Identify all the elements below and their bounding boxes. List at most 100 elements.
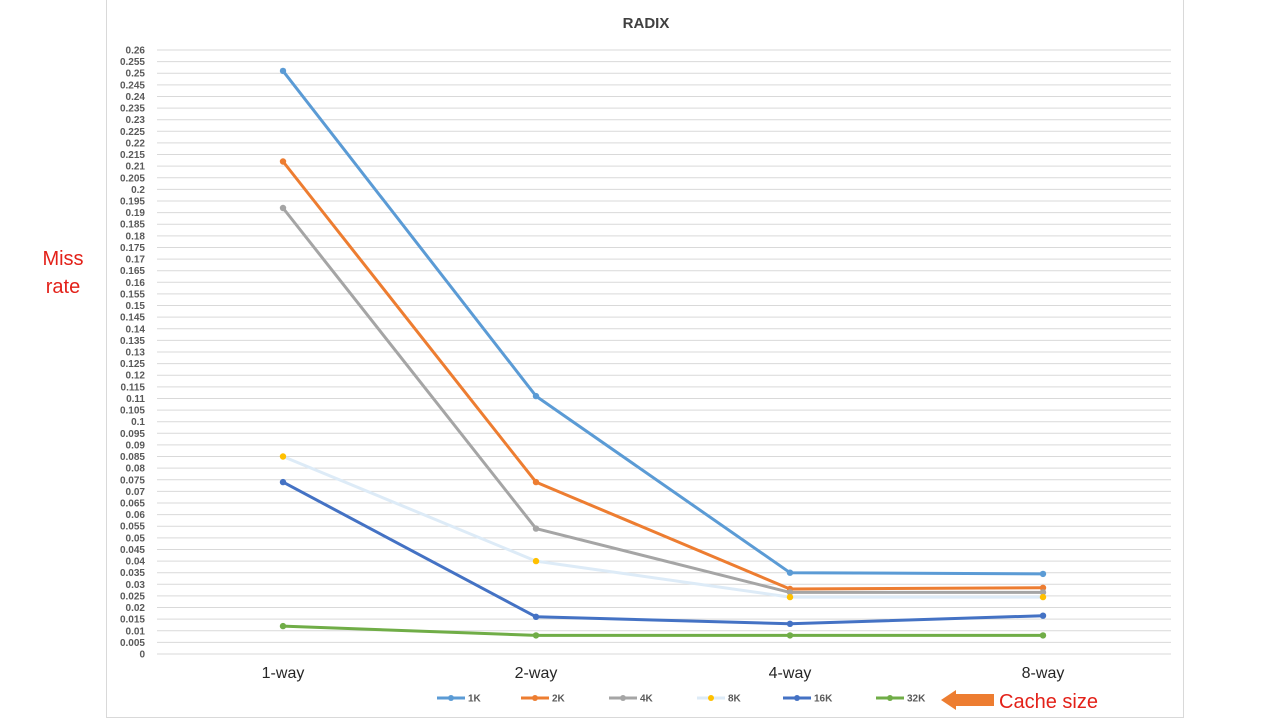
data-point: [532, 613, 540, 620]
legend-item-2k: 2K: [521, 694, 566, 705]
y-tick-label: 0.065: [120, 499, 145, 510]
legend-marker: [620, 695, 626, 701]
data-point: [279, 478, 287, 486]
y-tick-label: 0.01: [126, 626, 146, 637]
legend-item-8k: 8K: [697, 694, 742, 705]
series-4k: [279, 204, 1047, 596]
side-label-line1: Miss: [42, 248, 84, 270]
y-tick-label: 0.13: [126, 348, 146, 359]
y-tick-label: 0.08: [126, 464, 146, 475]
data-point: [786, 569, 794, 576]
series-line-8k: [281, 455, 1045, 599]
data-point: [279, 453, 287, 460]
data-point: [532, 478, 540, 486]
y-tick-label: 0.105: [120, 406, 145, 417]
data-point: [786, 620, 794, 627]
data-point: [1039, 593, 1047, 601]
line-chart: RADIX 00.0050.010.0150.020.0250.030.0350…: [120, 15, 1171, 713]
data-point: [279, 67, 287, 75]
legend-label: 32K: [907, 694, 926, 705]
x-tick-label: 4-way: [769, 665, 812, 682]
y-tick-label: 0.075: [120, 475, 145, 486]
series-line-2k: [281, 160, 1045, 591]
y-tick-label: 0.165: [120, 266, 145, 277]
legend-label: 2K: [552, 694, 566, 705]
y-tick-label: 0.24: [126, 92, 146, 103]
y-tick-label: 0.11: [126, 394, 145, 405]
y-tick-label: 0.015: [120, 615, 145, 626]
left-arrow-icon: [941, 690, 994, 710]
legend-label: 8K: [728, 694, 742, 705]
y-tick-label: 0.02: [126, 603, 146, 614]
y-tick-label: 0.21: [126, 162, 146, 173]
y-tick-label: 0.175: [120, 243, 145, 254]
y-tick-label: 0.045: [120, 545, 145, 556]
data-point: [532, 392, 540, 400]
data-point: [1039, 612, 1047, 619]
y-axis-side-label: Miss rate: [30, 245, 96, 301]
y-tick-label: 0.14: [126, 324, 146, 335]
y-tick-label: 0.03: [126, 580, 146, 591]
y-tick-label: 0.04: [126, 557, 146, 568]
y-tick-label: 0.225: [120, 127, 145, 138]
data-point: [1039, 570, 1047, 578]
legend-item-4k: 4K: [609, 694, 654, 705]
y-tick-label: 0.05: [126, 533, 146, 544]
series-8k: [279, 453, 1047, 601]
data-point: [786, 593, 794, 601]
data-point: [279, 622, 287, 630]
y-tick-label: 0.195: [120, 197, 145, 208]
y-tick-label: 0.19: [126, 208, 146, 219]
y-tick-label: 0.12: [126, 371, 146, 382]
series-32k: [279, 622, 1047, 639]
data-point: [279, 158, 287, 165]
y-tick-label: 0.155: [120, 289, 145, 300]
y-tick-label: 0.035: [120, 568, 145, 579]
y-tick-label: 0.26: [126, 46, 146, 57]
legend-label: 4K: [640, 694, 654, 705]
series-line-16k: [281, 480, 1045, 626]
data-point: [1039, 589, 1047, 596]
y-tick-label: 0.22: [126, 138, 146, 149]
y-tick-label: 0.1: [131, 417, 145, 428]
y-tick-label: 0.115: [121, 382, 146, 393]
chart-area: RADIX 0 0.005 0.01 0.015 0.02 0.025 0.03 0.035 0…: [106, 0, 1184, 718]
y-tick-label: 0.205: [120, 173, 145, 184]
x-tick-label: 2-way: [515, 665, 558, 682]
chart-title: RADIX: [623, 15, 670, 32]
y-tick-label: 0.055: [120, 522, 145, 533]
x-axis-ticks: 1-way 2-way 4-way 8-way: [262, 665, 1065, 682]
y-tick-label: 0.095: [120, 429, 145, 440]
cache-size-annotation: Cache size: [941, 690, 1098, 713]
y-tick-label: 0.07: [126, 487, 146, 498]
legend-item-32k: 32K: [876, 694, 926, 705]
y-tick-label: 0.17: [126, 255, 146, 266]
y-tick-label: 0.06: [126, 510, 146, 521]
legend-item-1k: 1K: [437, 694, 482, 705]
legend-marker: [708, 695, 714, 701]
y-tick-label: 0.185: [120, 220, 145, 231]
y-tick-label: 0.025: [120, 591, 145, 602]
legend-label: 16K: [814, 694, 833, 705]
y-tick-label: 0.15: [126, 301, 146, 312]
data-point: [532, 525, 540, 532]
y-tick-label: 0.085: [120, 452, 145, 463]
y-tick-label: 0.09: [126, 440, 146, 451]
y-tick-label: 0.18: [126, 231, 146, 242]
y-tick-label: 0.215: [120, 150, 145, 161]
y-tick-label: 0.005: [120, 638, 145, 649]
y-axis-ticks: 00.0050.010.0150.020.0250.030.0350.040.0…: [120, 46, 145, 661]
side-label-line2: rate: [45, 276, 81, 298]
y-tick-label: 0.235: [120, 104, 145, 115]
legend-label: 1K: [468, 694, 482, 705]
x-tick-label: 8-way: [1022, 665, 1065, 682]
legend-item-16k: 16K: [783, 694, 833, 705]
series-2k: [279, 158, 1047, 593]
x-tick-label: 1-way: [262, 665, 305, 682]
legend-marker: [532, 695, 538, 701]
y-tick-label: 0.25: [126, 69, 146, 80]
y-tick-label: 0.125: [120, 359, 145, 370]
data-point: [532, 557, 540, 565]
data-point: [786, 589, 794, 596]
legend-marker: [448, 695, 454, 701]
